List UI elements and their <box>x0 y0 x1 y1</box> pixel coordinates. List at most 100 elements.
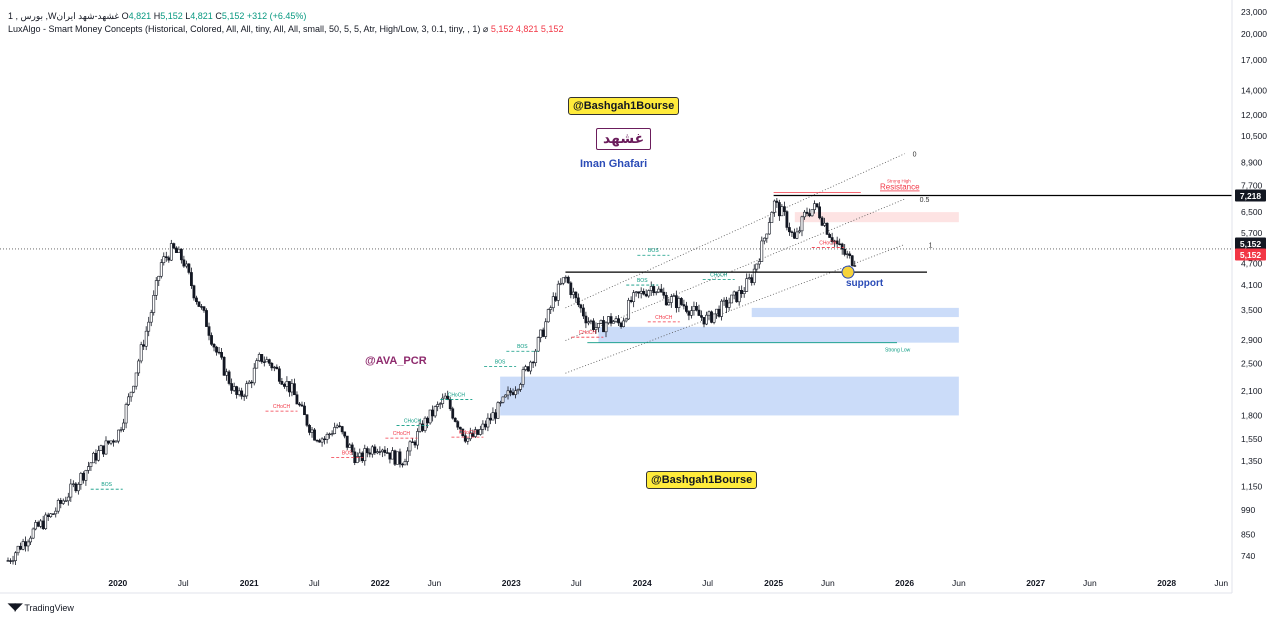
smc-labels: BOS CHoCH BOS CHoCH CHoCH CHoCH CHoCH BOS BOS BOS… <box>90 240 844 490</box>
last-price-tag: 5,152 <box>1240 239 1262 249</box>
candle-body <box>745 278 749 292</box>
candle-body <box>456 421 460 428</box>
candle-body <box>154 280 158 296</box>
candle-body <box>463 435 467 442</box>
candle-body <box>157 275 161 281</box>
candle-body <box>850 255 854 266</box>
candle-body <box>320 438 324 443</box>
candle-body <box>556 283 560 301</box>
candle-body <box>398 451 402 465</box>
last-price-tag-bg <box>1235 237 1266 250</box>
candle-body <box>79 473 83 485</box>
demand-zone <box>751 307 959 318</box>
candle-body <box>169 243 173 261</box>
price-tick-label: 2,100 <box>1241 386 1263 396</box>
candle-body <box>9 560 12 562</box>
candle-body <box>122 422 125 430</box>
candle-body <box>298 403 301 406</box>
open-value: 4,821 <box>128 11 152 21</box>
candle-body <box>717 308 721 317</box>
eye-icon[interactable]: ⌀ <box>482 24 489 34</box>
candle-body <box>597 323 600 328</box>
candle-body <box>350 444 354 453</box>
candle-body <box>282 384 286 387</box>
candle-body <box>104 440 108 455</box>
symbol-name[interactable]: 1 , بورس ,Wغشهد-شهد ایران <box>8 11 120 21</box>
price-tick-label: 7,700 <box>1241 180 1263 190</box>
candle-body <box>579 304 583 309</box>
last-price-tag-red-bg <box>1235 248 1266 261</box>
legend-line-2: LuxAlgo - Smart Money Concepts (Historic… <box>8 24 563 35</box>
candle-body <box>672 295 676 297</box>
time-tick-label: 2025 <box>764 578 783 588</box>
candle-body <box>117 429 120 442</box>
symbol-logo: غشهد <box>596 128 652 150</box>
price-tick-label: 8,900 <box>1241 157 1263 167</box>
candle-body <box>406 450 409 462</box>
candle-body <box>657 288 661 293</box>
demand-zone <box>598 326 959 343</box>
candle-body <box>727 302 731 308</box>
candle-body <box>355 456 359 463</box>
candle-body <box>245 383 249 397</box>
candle-body <box>293 383 296 396</box>
candle-body <box>702 317 706 325</box>
time-axis: 2020 Jul 2021 Jul 2022 Jun 2023 Jul 2024 Jul 2025 J… <box>0 578 1232 594</box>
candle-body <box>524 366 527 370</box>
time-tick-label: 2023 <box>502 578 521 588</box>
tradingview-logo[interactable]: ◥◤ TradingView <box>8 602 74 613</box>
candle-body <box>205 310 208 327</box>
candle-body <box>762 237 766 242</box>
candle-body <box>529 361 533 372</box>
candle-body <box>24 541 27 547</box>
channel-mid-line <box>565 198 905 341</box>
candle-body <box>119 429 123 431</box>
candle-body <box>476 429 480 435</box>
candle-body <box>576 297 580 306</box>
candle-body <box>554 296 558 301</box>
candle-body <box>333 427 337 434</box>
candle-body <box>777 202 781 217</box>
candle-body <box>61 500 65 504</box>
candle-body <box>87 466 90 471</box>
candle-body <box>695 306 698 311</box>
time-tick-label: Jun <box>952 578 966 588</box>
indicator-value-1: 5,152 <box>490 24 514 34</box>
candle-body <box>845 253 849 255</box>
candle-body <box>747 277 751 279</box>
smc-label: BOS <box>342 451 353 457</box>
candle-body <box>808 213 811 217</box>
candle-body <box>142 344 146 347</box>
candle-body <box>436 404 440 407</box>
candle-body <box>511 392 515 395</box>
candle-body <box>569 282 573 295</box>
time-tick-label: 2022 <box>371 578 390 588</box>
candle-body <box>210 335 213 345</box>
candle-body <box>818 206 821 219</box>
candle-body <box>187 263 191 273</box>
tradingview-label: TradingView <box>24 602 74 613</box>
candle-body <box>313 429 316 441</box>
candle-body <box>129 391 133 398</box>
candle-body <box>647 290 651 297</box>
candle-body <box>830 237 834 242</box>
candle-body <box>197 301 201 307</box>
candle-body <box>634 291 638 293</box>
candle-body <box>46 514 50 517</box>
candle-body <box>705 314 708 325</box>
candle-body <box>300 404 304 407</box>
fib-1-label: 1 <box>929 242 933 249</box>
smc-label: BOS <box>637 278 648 284</box>
indicator-name[interactable]: LuxAlgo - Smart Money Concepts (Historic… <box>8 24 481 34</box>
candle-body <box>750 277 754 283</box>
candle-body <box>66 496 70 502</box>
candle-body <box>546 309 550 323</box>
candle-body <box>69 483 73 498</box>
price-tick-label: 1,150 <box>1241 481 1263 491</box>
candle-body <box>592 320 595 330</box>
price-tick-label: 14,000 <box>1241 86 1267 96</box>
candle-body <box>654 291 658 294</box>
candle-body <box>167 257 171 261</box>
candle-body <box>486 417 490 428</box>
